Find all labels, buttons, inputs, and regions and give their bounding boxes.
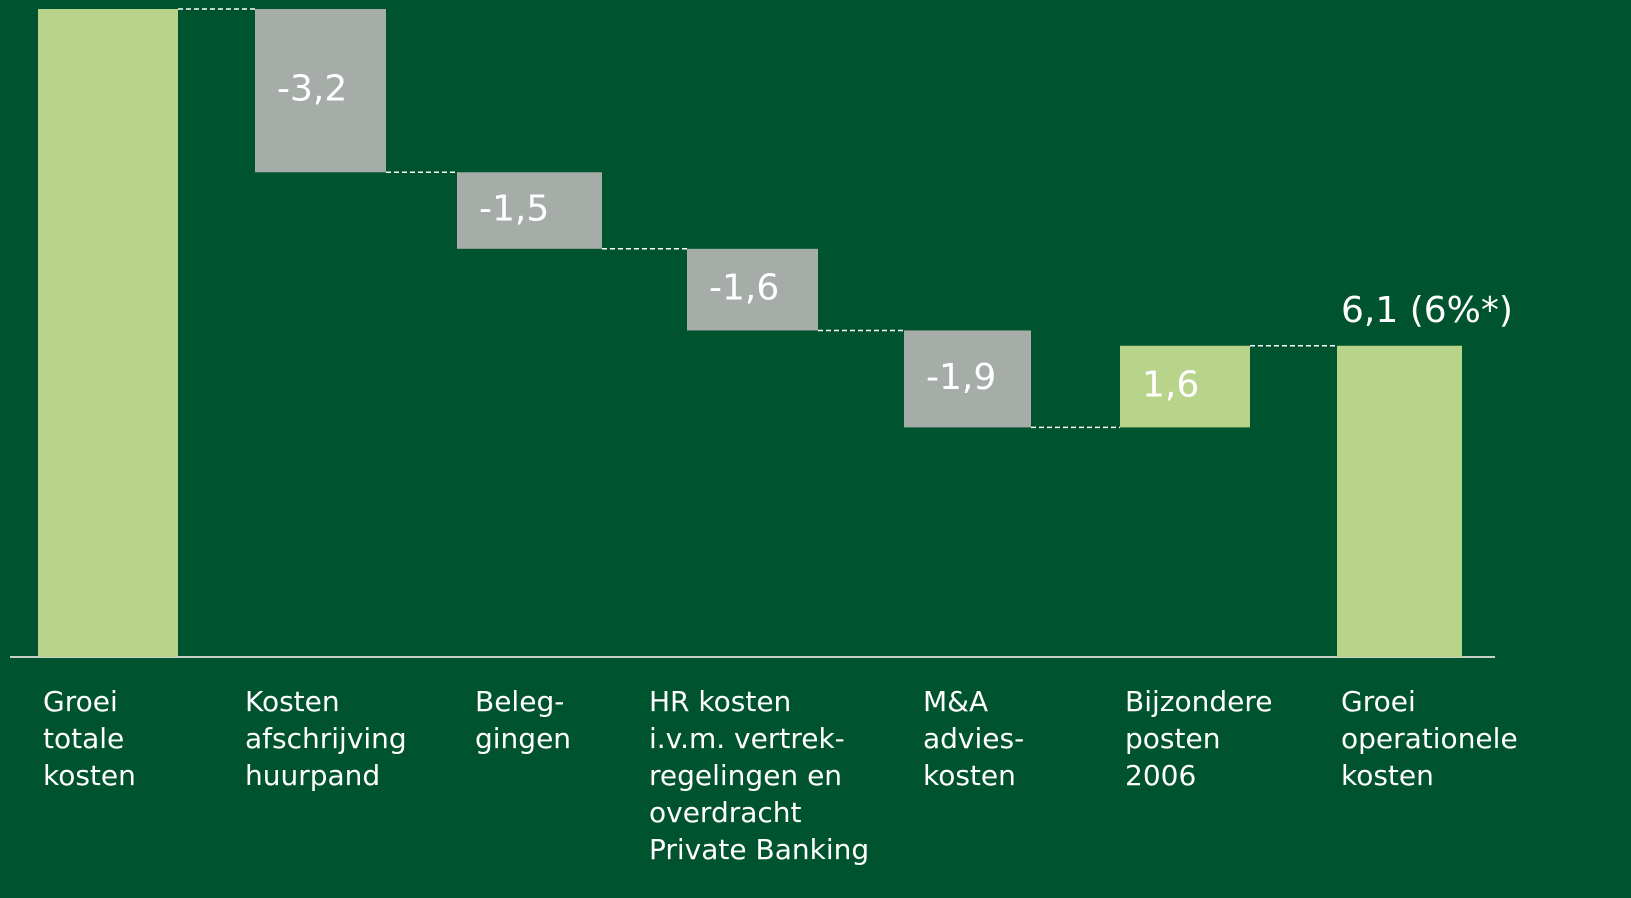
category-label: Beleg- gingen xyxy=(475,685,572,755)
category-label: Kosten afschrijving huurpand xyxy=(245,685,407,792)
category-label: HR kosten i.v.m. vertrek- regelingen en … xyxy=(649,685,870,866)
bar xyxy=(687,248,818,331)
value-label: -1,5 xyxy=(479,189,549,230)
category-label: Bijzondere posten 2006 xyxy=(1125,685,1273,792)
value-label: -1,9 xyxy=(926,357,996,398)
value-label: 1,6 xyxy=(1142,365,1199,406)
bar xyxy=(38,9,178,657)
bar xyxy=(457,172,602,249)
value-label: 6,1 (6%*) xyxy=(1341,290,1513,331)
bar xyxy=(1120,345,1250,428)
bar xyxy=(1337,345,1462,657)
category-label: M&A advies- kosten xyxy=(923,685,1025,792)
value-label: -1,6 xyxy=(709,268,779,309)
value-label: -3,2 xyxy=(277,69,347,110)
category-label: Groei operationele kosten xyxy=(1341,685,1518,792)
category-label: Groei totale kosten xyxy=(43,685,136,792)
bar xyxy=(904,330,1031,428)
bar xyxy=(255,9,386,173)
